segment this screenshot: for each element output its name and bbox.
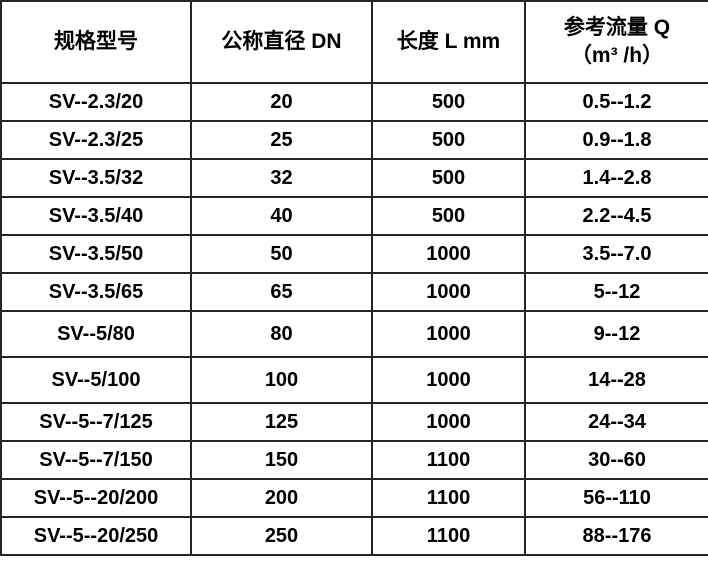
- cell-flow: 56--110: [524, 478, 708, 518]
- cell-dn: 125: [190, 402, 373, 442]
- cell-dn: 40: [190, 196, 373, 236]
- cell-length: 500: [371, 82, 526, 122]
- cell-dn: 80: [190, 310, 373, 358]
- cell-length: 1100: [371, 478, 526, 518]
- cell-spec-model: SV--5--20/250: [0, 516, 192, 556]
- cell-length: 500: [371, 158, 526, 198]
- cell-dn: 65: [190, 272, 373, 312]
- cell-flow: 88--176: [524, 516, 708, 556]
- cell-spec-model: SV--2.3/20: [0, 82, 192, 122]
- cell-flow: 0.5--1.2: [524, 82, 708, 122]
- cell-flow: 0.9--1.8: [524, 120, 708, 160]
- cell-length: 1000: [371, 402, 526, 442]
- cell-dn: 20: [190, 82, 373, 122]
- cell-length: 1000: [371, 310, 526, 358]
- header-flow-title: 参考流量 Q: [563, 15, 671, 39]
- header-length: 长度 L mm: [371, 0, 526, 84]
- table-row: SV--5--7/150 150 1100 30--60: [0, 440, 708, 480]
- header-nominal-diameter: 公称直径 DN: [190, 0, 373, 84]
- cell-length: 1000: [371, 272, 526, 312]
- cell-spec-model: SV--5--7/125: [0, 402, 192, 442]
- header-flow-unit: （m³ /h）: [570, 44, 664, 67]
- cell-spec-model: SV--3.5/32: [0, 158, 192, 198]
- cell-spec-model: SV--2.3/25: [0, 120, 192, 160]
- table-row: SV--5/100 100 1000 14--28: [0, 356, 708, 404]
- cell-flow: 24--34: [524, 402, 708, 442]
- table-row: SV--3.5/65 65 1000 5--12: [0, 272, 708, 312]
- cell-flow: 30--60: [524, 440, 708, 480]
- table-row: SV--2.3/25 25 500 0.9--1.8: [0, 120, 708, 160]
- header-row: 规格型号 公称直径 DN 长度 L mm 参考流量 Q （m³ /h）: [0, 0, 708, 84]
- cell-length: 1000: [371, 356, 526, 404]
- table-row: SV--5--20/200 200 1100 56--110: [0, 478, 708, 518]
- spec-table: 规格型号 公称直径 DN 长度 L mm 参考流量 Q （m³ /h） SV--…: [0, 0, 708, 556]
- cell-spec-model: SV--5--7/150: [0, 440, 192, 480]
- header-flow: 参考流量 Q （m³ /h）: [524, 0, 708, 84]
- cell-length: 500: [371, 120, 526, 160]
- cell-flow: 2.2--4.5: [524, 196, 708, 236]
- table-row: SV--3.5/40 40 500 2.2--4.5: [0, 196, 708, 236]
- table-row: SV--3.5/32 32 500 1.4--2.8: [0, 158, 708, 198]
- cell-dn: 100: [190, 356, 373, 404]
- cell-dn: 200: [190, 478, 373, 518]
- table-row: SV--5/80 80 1000 9--12: [0, 310, 708, 358]
- table-row: SV--5--20/250 250 1100 88--176: [0, 516, 708, 556]
- cell-dn: 50: [190, 234, 373, 274]
- cell-spec-model: SV--5--20/200: [0, 478, 192, 518]
- table-row: SV--5--7/125 125 1000 24--34: [0, 402, 708, 442]
- cell-spec-model: SV--3.5/65: [0, 272, 192, 312]
- cell-length: 500: [371, 196, 526, 236]
- cell-flow: 1.4--2.8: [524, 158, 708, 198]
- cell-flow: 3.5--7.0: [524, 234, 708, 274]
- cell-dn: 25: [190, 120, 373, 160]
- cell-flow: 9--12: [524, 310, 708, 358]
- table-row: SV--2.3/20 20 500 0.5--1.2: [0, 82, 708, 122]
- cell-dn: 32: [190, 158, 373, 198]
- cell-length: 1000: [371, 234, 526, 274]
- cell-flow: 14--28: [524, 356, 708, 404]
- cell-spec-model: SV--3.5/50: [0, 234, 192, 274]
- cell-length: 1100: [371, 516, 526, 556]
- cell-length: 1100: [371, 440, 526, 480]
- cell-dn: 150: [190, 440, 373, 480]
- table-row: SV--3.5/50 50 1000 3.5--7.0: [0, 234, 708, 274]
- cell-spec-model: SV--3.5/40: [0, 196, 192, 236]
- cell-spec-model: SV--5/80: [0, 310, 192, 358]
- cell-spec-model: SV--5/100: [0, 356, 192, 404]
- cell-dn: 250: [190, 516, 373, 556]
- header-spec-model: 规格型号: [0, 0, 192, 84]
- cell-flow: 5--12: [524, 272, 708, 312]
